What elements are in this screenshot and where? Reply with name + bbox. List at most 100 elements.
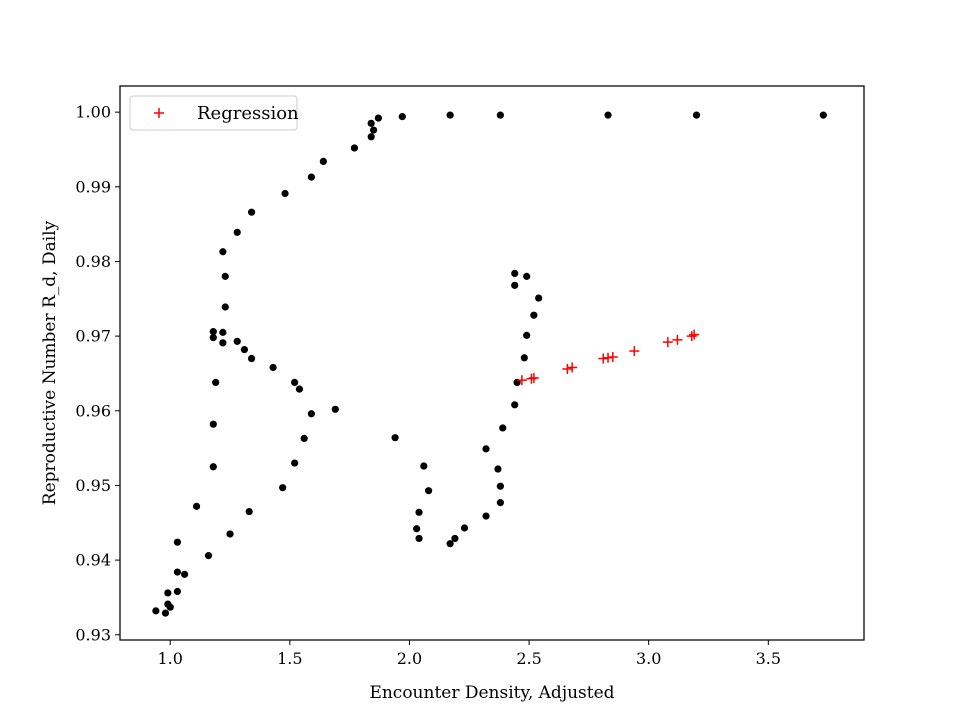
regression-point (528, 372, 539, 383)
data-point (233, 228, 241, 236)
data-point (295, 385, 304, 393)
data-point (523, 331, 531, 339)
data-point (219, 328, 227, 336)
data-point (494, 465, 502, 473)
data-point (209, 463, 217, 471)
x-axis: 1.0 1.5 2.0 2.5 3.0 3.5 (158, 640, 781, 668)
data-point (233, 337, 241, 345)
y-tick-label: 0.95 (75, 476, 111, 495)
regression-point (562, 363, 573, 374)
y-tick-label: 0.99 (75, 177, 111, 196)
data-point (369, 126, 378, 134)
data-point (391, 434, 399, 442)
data-point (425, 487, 433, 495)
data-point (482, 445, 490, 453)
data-point (499, 424, 507, 432)
y-axis-label: Reproductive Number R_d, Daily (40, 220, 60, 505)
data-point (152, 607, 160, 615)
y-tick-label: 1.00 (75, 103, 111, 122)
data-point (535, 294, 543, 302)
regression-point (686, 331, 697, 342)
data-point (331, 405, 339, 413)
data-point (300, 434, 308, 443)
data-point (420, 462, 428, 470)
x-tick-label: 2.5 (516, 649, 541, 668)
y-tick-label: 0.94 (75, 551, 111, 570)
data-point (245, 507, 253, 516)
data-point (496, 482, 504, 490)
data-point (219, 339, 227, 347)
data-point (451, 534, 459, 543)
data-point (164, 589, 172, 597)
data-point (415, 534, 423, 543)
data-point (692, 111, 701, 119)
regression-point (662, 337, 673, 348)
data-point (413, 525, 421, 533)
data-point (209, 334, 217, 342)
data-point (604, 111, 612, 119)
data-point (307, 173, 315, 181)
data-point (279, 484, 287, 492)
data-point (173, 587, 182, 596)
data-point (209, 420, 217, 428)
data-point (350, 144, 359, 152)
data-point (446, 111, 454, 119)
x-tick-label: 1.5 (277, 649, 302, 668)
plot-marks (152, 111, 827, 617)
y-tick-label: 0.93 (75, 625, 111, 644)
data-point (221, 272, 229, 280)
data-point (496, 111, 504, 119)
data-point (511, 401, 519, 409)
data-point (520, 354, 528, 362)
y-tick-label: 0.97 (75, 327, 111, 346)
data-point (281, 189, 289, 198)
data-point (398, 113, 406, 121)
data-point (204, 552, 213, 560)
regression-point (607, 352, 618, 363)
data-point (173, 568, 182, 576)
data-point (819, 111, 827, 119)
x-tick-label: 2.0 (397, 649, 422, 668)
data-point (180, 570, 189, 578)
x-tick-label: 3.5 (756, 649, 781, 668)
data-point (415, 508, 423, 516)
data-point (482, 512, 490, 520)
y-axis: 0.93 0.94 0.95 0.96 0.97 0.98 0.99 1.00 (75, 103, 120, 644)
legend-box (129, 95, 298, 131)
data-point (307, 410, 315, 418)
data-point (226, 530, 234, 538)
legend: Regression (129, 95, 299, 131)
data-point (219, 248, 227, 256)
plot-frame (119, 85, 865, 641)
legend-label-regression: Regression (197, 103, 299, 124)
data-point (511, 281, 519, 289)
data-point (173, 538, 182, 546)
data-point (166, 603, 174, 611)
data-point (460, 524, 469, 532)
x-tick-label: 3.0 (636, 649, 661, 668)
data-point (212, 378, 220, 387)
regression-point (689, 329, 700, 340)
regression-point (516, 375, 527, 386)
legend-plus-marker (154, 108, 164, 118)
data-point (496, 499, 504, 507)
regression-point (629, 346, 640, 357)
data-point (523, 272, 531, 280)
data-point (247, 354, 256, 363)
data-point (161, 609, 170, 617)
x-axis-label: Encounter Density, Adjusted (369, 683, 614, 703)
data-point (511, 269, 519, 278)
data-point (240, 345, 248, 354)
x-tick-label: 1.0 (158, 649, 183, 668)
regression-point (567, 362, 578, 373)
data-point (374, 114, 382, 122)
data-point (247, 208, 256, 216)
data-point (367, 119, 375, 127)
data-point (221, 303, 229, 311)
data-point (530, 311, 538, 319)
data-point (319, 157, 327, 166)
y-tick-label: 0.98 (75, 252, 111, 271)
y-tick-label: 0.96 (75, 401, 111, 420)
regression-point (672, 334, 683, 345)
